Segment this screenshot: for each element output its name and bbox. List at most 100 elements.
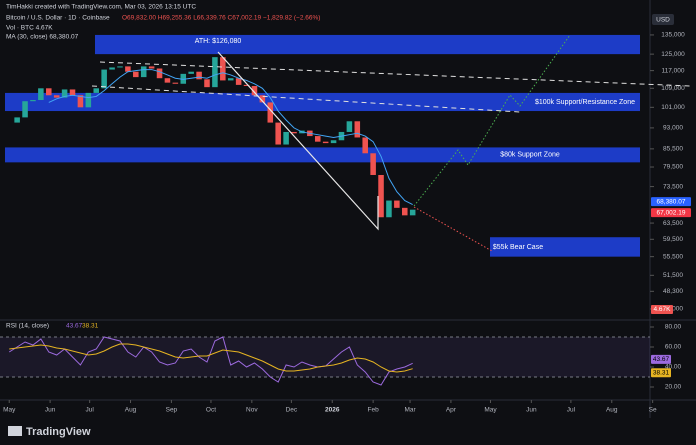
candle: [227, 78, 234, 81]
candle: [69, 89, 76, 96]
x-tick-label: May: [3, 407, 16, 414]
price-marker: [651, 208, 691, 218]
candle: [46, 88, 52, 96]
candle: [314, 136, 321, 142]
rsi-line: [9, 343, 413, 373]
symbol: Bitcoin / U.S. Dollar · 1D · Coinbase: [6, 15, 110, 22]
candle: [291, 131, 297, 134]
zone-label: $80k Support Zone: [500, 152, 560, 159]
price-marker-label: 67,002.19: [657, 209, 686, 216]
x-tick-label: Jul: [567, 407, 576, 414]
candle: [14, 117, 20, 123]
candle: [409, 209, 416, 216]
price-marker-label: 68,380.07: [657, 198, 686, 205]
candle: [212, 57, 218, 88]
rsi-marker-label: 43.67: [653, 356, 670, 363]
rsi-y-tick-label: 60.00: [665, 344, 682, 351]
x-tick-label: Aug: [125, 407, 137, 414]
zone-label: ATH: $126,080: [195, 38, 242, 45]
brand: TradingView: [8, 426, 91, 438]
candle: [283, 131, 289, 145]
volume-legend: Vol · BTC 4.67K: [6, 25, 53, 32]
candle: [140, 66, 147, 78]
x-tick-label: Aug: [606, 407, 618, 414]
ohlc: O69,832.00 H69,255.36 L66,339.76 C67,002…: [122, 15, 320, 22]
rsi-marker-label: 38.31: [653, 369, 670, 376]
candle: [22, 101, 28, 118]
rsi-ma-value: 38.31: [82, 323, 99, 330]
candle: [117, 66, 123, 68]
plot: ATH: $126,080 $100k Support/Resistance Zo…: [0, 32, 691, 414]
zone-label: $100k Support/Resistance Zone: [535, 99, 635, 106]
candle: [330, 140, 337, 144]
bear-projection: [413, 206, 493, 252]
rsi-marker: [651, 354, 671, 364]
y-tick-label: 79,500: [663, 164, 683, 171]
y-tick-label: 73,500: [663, 183, 683, 190]
y-tick-label: 109,000: [661, 85, 685, 92]
candle: [267, 102, 274, 123]
x-tick-label: Dec: [286, 407, 298, 414]
candle: [61, 89, 68, 98]
candle: [259, 95, 266, 103]
y-tick-label: 51,500: [663, 272, 683, 279]
rsi-line: [8, 336, 413, 386]
candle: [394, 200, 400, 208]
y-tick-label: 93,000: [663, 125, 683, 132]
candle: [362, 137, 368, 154]
volume-marker: [651, 305, 673, 314]
rsi-y-tick-label: 80.00: [665, 324, 682, 331]
y-tick-label: 135,000: [661, 32, 685, 39]
price-marker: [651, 197, 691, 207]
x-tick-label: May: [484, 407, 497, 414]
zone: [5, 147, 640, 163]
candle: [370, 153, 376, 175]
candle: [53, 95, 60, 98]
candle: [85, 92, 92, 108]
y-tick-label: 45,000: [663, 306, 683, 313]
credit: TimHakki created with TradingView.com, M…: [6, 4, 196, 11]
candle: [196, 71, 202, 80]
x-tick-label: Jun: [45, 407, 56, 414]
candle: [220, 57, 226, 81]
volume-marker-label: 4.67K: [654, 306, 672, 313]
y-tick-label: 63,500: [663, 220, 683, 227]
candle: [156, 68, 163, 79]
candle: [188, 71, 194, 74]
rsi-marker: [651, 368, 671, 378]
candle: [204, 79, 210, 88]
y-tick-label: 125,000: [661, 51, 685, 58]
currency-box: [652, 14, 674, 25]
zone: [5, 92, 640, 112]
candle: [133, 71, 139, 78]
zone: [95, 34, 640, 55]
currency: USD: [656, 17, 670, 24]
x-tick-label: Se: [649, 407, 657, 414]
candle: [378, 174, 384, 218]
bull-projection: [413, 34, 571, 207]
candle: [386, 200, 392, 218]
candle: [172, 82, 179, 84]
rsi-y-tick-label: 40.00: [665, 364, 682, 371]
x-tick-label: 2026: [325, 407, 340, 414]
x-tick-label: Feb: [368, 407, 380, 414]
rsi-legend: RSI (14, close): [6, 323, 49, 330]
candle: [93, 88, 100, 93]
x-tick-label: Jun: [526, 407, 537, 414]
candle: [101, 69, 107, 89]
ma-legend: MA (30, close) 68,380.07: [6, 34, 79, 41]
candle: [322, 141, 329, 144]
brand-logo: [8, 426, 22, 436]
y-tick-label: 55,500: [663, 253, 683, 260]
drawdown-line: [217, 51, 379, 231]
candle: [401, 207, 408, 216]
candle: [251, 86, 258, 96]
y-tick-label: 48,300: [663, 288, 683, 295]
rsi-value: 43.67: [66, 323, 83, 330]
x-tick-label: Jul: [85, 407, 94, 414]
y-tick-label: 59,500: [663, 236, 683, 243]
candle: [38, 88, 44, 101]
zone-label: $55k Bear Case: [493, 244, 543, 251]
